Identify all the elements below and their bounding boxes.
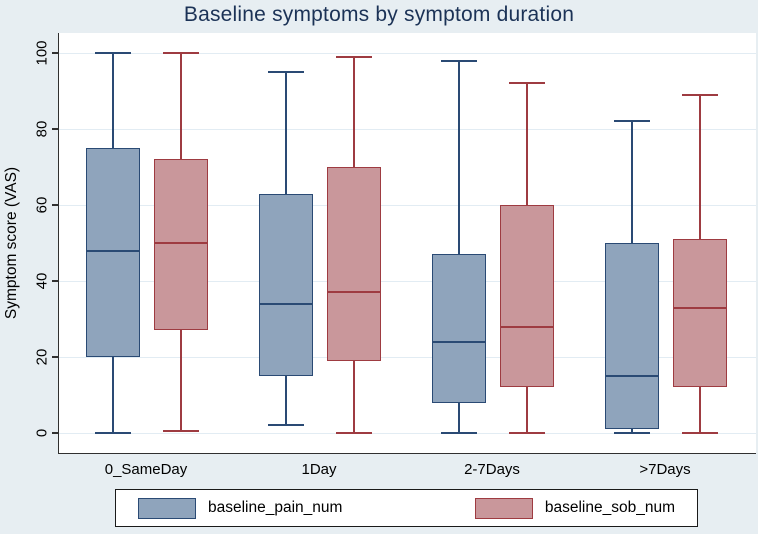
whisker-cap <box>268 71 304 73</box>
x-axis-label: 1Day <box>301 461 337 478</box>
chart-title: Baseline symptoms by symptom duration <box>183 3 575 26</box>
median-line <box>500 325 554 328</box>
y-tick <box>52 432 58 434</box>
gridline <box>59 356 756 358</box>
median-line <box>432 340 486 343</box>
median-line <box>327 291 381 294</box>
y-tick <box>52 204 58 206</box>
whisker-cap <box>163 52 199 54</box>
y-tick-label: 0 <box>33 428 51 438</box>
whisker-line <box>353 360 355 433</box>
box-baseline_sob_num->7Days <box>673 239 727 388</box>
whisker-line <box>699 387 701 433</box>
y-tick-label: 20 <box>33 348 51 366</box>
median-line <box>154 242 208 244</box>
whisker-cap <box>682 93 718 96</box>
median-line <box>673 306 727 309</box>
whisker-line <box>526 387 528 433</box>
gridline <box>59 432 756 434</box>
whisker-line <box>285 376 287 426</box>
plot-area <box>58 33 756 454</box>
gridline <box>59 52 756 54</box>
y-tick <box>52 356 58 358</box>
gridline <box>59 204 756 206</box>
whisker-line <box>458 60 460 255</box>
box-baseline_sob_num-1Day <box>327 167 381 361</box>
gridline <box>59 280 756 282</box>
y-tick <box>52 280 58 282</box>
y-tick-label: 100 <box>33 40 51 66</box>
box-baseline_pain_num-0_SameDay <box>86 148 140 357</box>
legend-entry: baseline_sob_num <box>474 497 675 519</box>
legend-label: baseline_pain_num <box>208 499 343 516</box>
whisker-cap <box>163 430 199 433</box>
legend-label: baseline_sob_num <box>544 499 675 516</box>
whisker-line <box>526 83 528 205</box>
legend-entry: baseline_pain_num <box>138 497 343 519</box>
x-axis-label: 2-7Days <box>464 461 520 478</box>
y-tick <box>52 52 58 54</box>
whisker-line <box>112 357 114 433</box>
whisker-cap <box>441 59 477 62</box>
whisker-line <box>631 429 633 433</box>
whisker-cap <box>509 82 545 85</box>
y-tick-label: 60 <box>33 196 51 214</box>
whisker-cap <box>682 432 718 434</box>
whisker-line <box>458 402 460 433</box>
whisker-line <box>631 121 633 243</box>
whisker-cap <box>336 55 372 58</box>
whisker-line <box>285 72 287 194</box>
whisker-cap <box>268 424 304 427</box>
legend-swatch <box>138 497 196 519</box>
box-baseline_sob_num-2-7Days <box>500 205 554 388</box>
whisker-line <box>699 94 701 240</box>
whisker-cap <box>614 432 650 434</box>
box-baseline_pain_num-2-7Days <box>432 254 486 403</box>
whisker-cap <box>614 120 650 123</box>
y-tick <box>52 128 58 130</box>
whisker-line <box>112 53 114 148</box>
whisker-cap <box>95 432 131 434</box>
median-line <box>605 375 659 377</box>
median-line <box>86 249 140 252</box>
whisker-line <box>353 56 355 167</box>
legend-swatch <box>474 497 533 519</box>
gridline <box>59 128 756 130</box>
whisker-cap <box>95 52 131 54</box>
box-baseline_pain_num->7Days <box>605 243 659 430</box>
whisker-cap <box>441 432 477 434</box>
box-baseline_sob_num-0_SameDay <box>154 159 208 331</box>
whisker-cap <box>336 432 372 434</box>
y-axis-label: Symptom score (VAS) <box>3 166 20 320</box>
x-axis-label: 0_SameDay <box>104 461 188 478</box>
whisker-line <box>180 53 182 160</box>
whisker-cap <box>509 432 545 434</box>
y-tick-label: 40 <box>33 272 51 290</box>
x-axis-label: >7Days <box>639 461 691 478</box>
box-baseline_pain_num-1Day <box>259 193 313 376</box>
legend: baseline_pain_num baseline_sob_num <box>115 489 698 527</box>
y-tick-label: 80 <box>33 120 51 138</box>
whisker-line <box>180 330 182 432</box>
median-line <box>259 302 313 305</box>
